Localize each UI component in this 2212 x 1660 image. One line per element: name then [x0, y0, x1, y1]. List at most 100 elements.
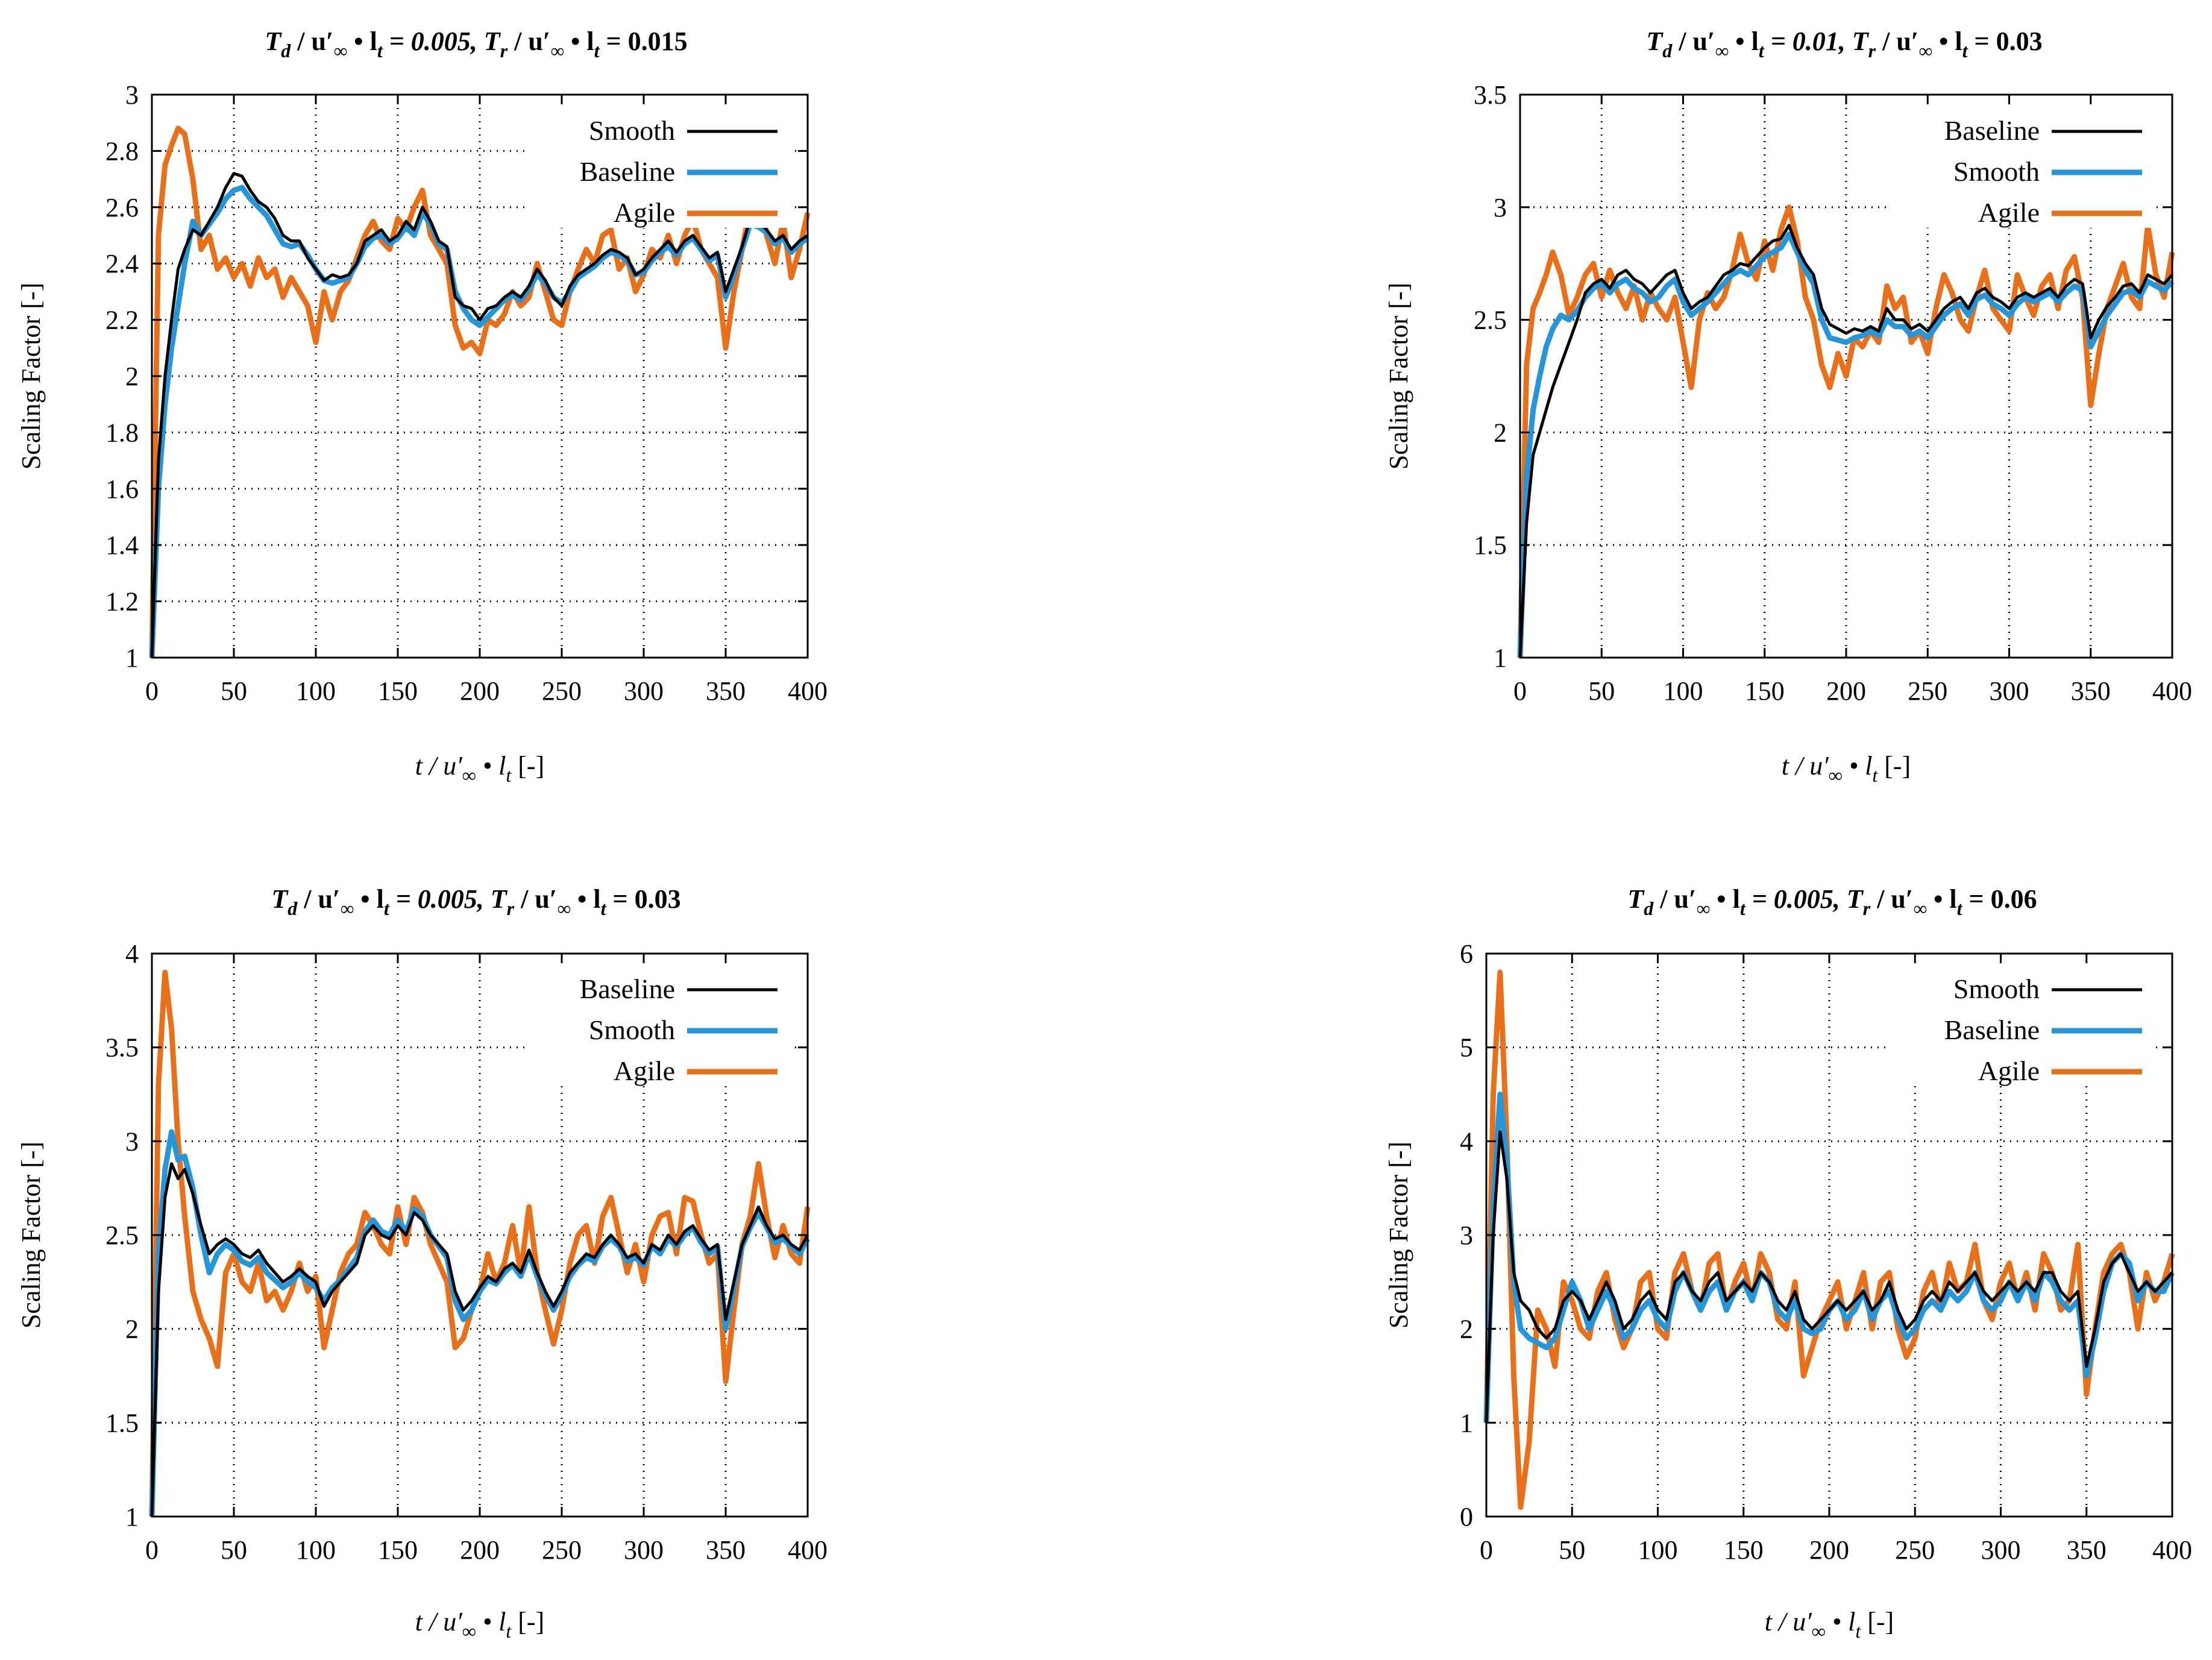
x-axis-label-part: [-] [1877, 751, 1911, 781]
x-tick-label: 0 [145, 676, 159, 706]
x-tick-label: 50 [221, 1535, 247, 1565]
x-tick-label: 100 [296, 1535, 336, 1565]
x-axis-label: t / u′∞ • lt [-] [415, 1607, 544, 1642]
x-tick-label: 150 [1724, 1535, 1764, 1565]
chart-title-part: / u′ [1672, 27, 1715, 56]
x-axis-label-part: • l [476, 1607, 506, 1636]
x-tick-label: 350 [2071, 676, 2111, 706]
x-tick-label: 100 [296, 676, 336, 706]
series-line-baseline [149, 184, 809, 658]
x-tick-label: 400 [788, 676, 828, 706]
chart-panel-top-left: Td / u′∞ • lt = 0.005, Tr / u′∞ • lt = 0… [16, 27, 828, 786]
x-tick-label: 0 [1480, 1535, 1493, 1565]
x-tick-label: 50 [221, 676, 247, 706]
x-tick-label: 0 [1513, 676, 1527, 706]
chart-title-part: d [1662, 40, 1673, 61]
legend-label: Agile [614, 197, 675, 228]
x-tick-label: 250 [1895, 1535, 1935, 1565]
x-tick-label: 250 [1908, 676, 1947, 706]
y-tick-label: 2 [1494, 418, 1507, 447]
x-axis-label-part: [-] [1861, 1607, 1894, 1636]
y-tick-label: 1.8 [105, 418, 139, 447]
chart-title-part: d [1644, 898, 1654, 919]
x-tick-label: 50 [1559, 1535, 1585, 1565]
y-tick-label: 4 [1460, 1127, 1473, 1156]
chart-title-part: = 0.005, T [1745, 884, 1864, 914]
x-axis-label-part: • l [476, 751, 506, 781]
y-tick-label: 1.4 [105, 530, 139, 560]
legend-label: Smooth [1953, 973, 2040, 1004]
series-line-baseline [1483, 1092, 2175, 1423]
series-line-agile [149, 125, 811, 658]
x-tick-label: 150 [378, 1535, 418, 1565]
chart-title: Td / u′∞ • lt = 0.005, Tr / u′∞ • lt = 0… [265, 27, 687, 61]
chart-title-part: = 0.015 [600, 27, 688, 56]
legend-label: Smooth [1953, 156, 2040, 187]
chart-title-part: t [1962, 40, 1968, 61]
legend-label: Baseline [580, 973, 675, 1004]
x-axis-label-part: t [506, 1620, 512, 1642]
x-tick-label: 100 [1638, 1535, 1678, 1565]
chart-title-part: ∞ [1913, 898, 1927, 919]
x-axis-label-part: t / u′ [1782, 751, 1829, 781]
x-axis-label-part: [-] [511, 1607, 544, 1636]
chart-title: Td / u′∞ • lt = 0.01, Tr / u′∞ • lt = 0.… [1646, 27, 2042, 61]
y-tick-label: 1 [125, 643, 139, 673]
chart-title-part: / u′ [1653, 884, 1696, 914]
x-tick-label: 200 [1809, 1535, 1849, 1565]
chart-title-part: ∞ [1715, 40, 1729, 61]
y-tick-label: 3 [1494, 193, 1507, 222]
chart-title-part: r [500, 40, 508, 61]
y-tick-label: 1.2 [105, 587, 139, 617]
y-axis-label: Scaling Factor [-] [16, 283, 46, 470]
y-tick-label: 3.5 [1474, 80, 1507, 110]
y-tick-label: 2.2 [105, 306, 139, 335]
chart-panel-top-right: Td / u′∞ • lt = 0.01, Tr / u′∞ • lt = 0.… [1384, 27, 2192, 786]
chart-title-part: ∞ [1696, 898, 1710, 919]
y-tick-label: 1 [1494, 643, 1507, 673]
chart-title-part: t [1740, 898, 1746, 919]
chart-title-part: • l [1729, 27, 1759, 56]
y-tick-label: 0 [1460, 1502, 1473, 1532]
y-axis-label: Scaling Factor [-] [16, 1142, 46, 1328]
x-axis-label-part: t [1855, 1620, 1861, 1642]
x-axis-label-part: • l [1826, 1607, 1856, 1636]
x-axis-label-part: t / u′ [415, 1607, 463, 1636]
y-tick-label: 1.5 [1474, 530, 1507, 560]
x-tick-label: 200 [460, 676, 500, 706]
y-tick-label: 3 [125, 80, 139, 110]
chart-panel-bottom-left: Td / u′∞ • lt = 0.005, Tr / u′∞ • lt = 0… [16, 884, 828, 1642]
legend: Smooth Baseline Agile [524, 101, 790, 228]
x-tick-label: 150 [378, 676, 418, 706]
y-tick-label: 5 [1460, 1033, 1473, 1063]
chart-title-part: / u′ [507, 27, 550, 56]
series-line-smooth [1485, 1130, 2173, 1423]
x-tick-label: 300 [1990, 676, 2029, 706]
x-tick-label: 300 [624, 1535, 664, 1565]
x-axis-label-part: t [1872, 764, 1878, 786]
chart-title-part: = 0.005, T [389, 884, 508, 914]
y-tick-label: 2 [125, 1315, 139, 1344]
x-axis-label-part: t / u′ [415, 751, 463, 781]
x-tick-label: 250 [542, 676, 582, 706]
chart-panel-bottom-right: Td / u′∞ • lt = 0.005, Tr / u′∞ • lt = 0… [1384, 884, 2192, 1642]
x-tick-label: 350 [706, 1535, 746, 1565]
legend-background [524, 960, 790, 1086]
x-axis-label-part: ∞ [462, 1620, 476, 1642]
chart-title-part: d [287, 898, 298, 919]
chart-title-part: r [507, 898, 515, 919]
y-axis-label: Scaling Factor [-] [1384, 1142, 1413, 1328]
chart-title-part: • l [571, 884, 601, 914]
chart-title-part: = 0.03 [606, 884, 681, 914]
x-tick-label: 150 [1745, 676, 1785, 706]
x-axis-label: t / u′∞ • lt [-] [415, 751, 544, 786]
y-tick-label: 2.5 [105, 1221, 139, 1250]
y-tick-label: 1 [1460, 1408, 1473, 1438]
x-axis-label-part: ∞ [462, 764, 476, 786]
x-tick-label: 400 [788, 1535, 828, 1565]
x-axis-label-part: • l [1843, 751, 1873, 781]
x-tick-label: 200 [1826, 676, 1866, 706]
chart-title-part: t [377, 40, 383, 61]
chart-title-part: / u′ [291, 27, 333, 56]
series-line-baseline [150, 1162, 809, 1517]
